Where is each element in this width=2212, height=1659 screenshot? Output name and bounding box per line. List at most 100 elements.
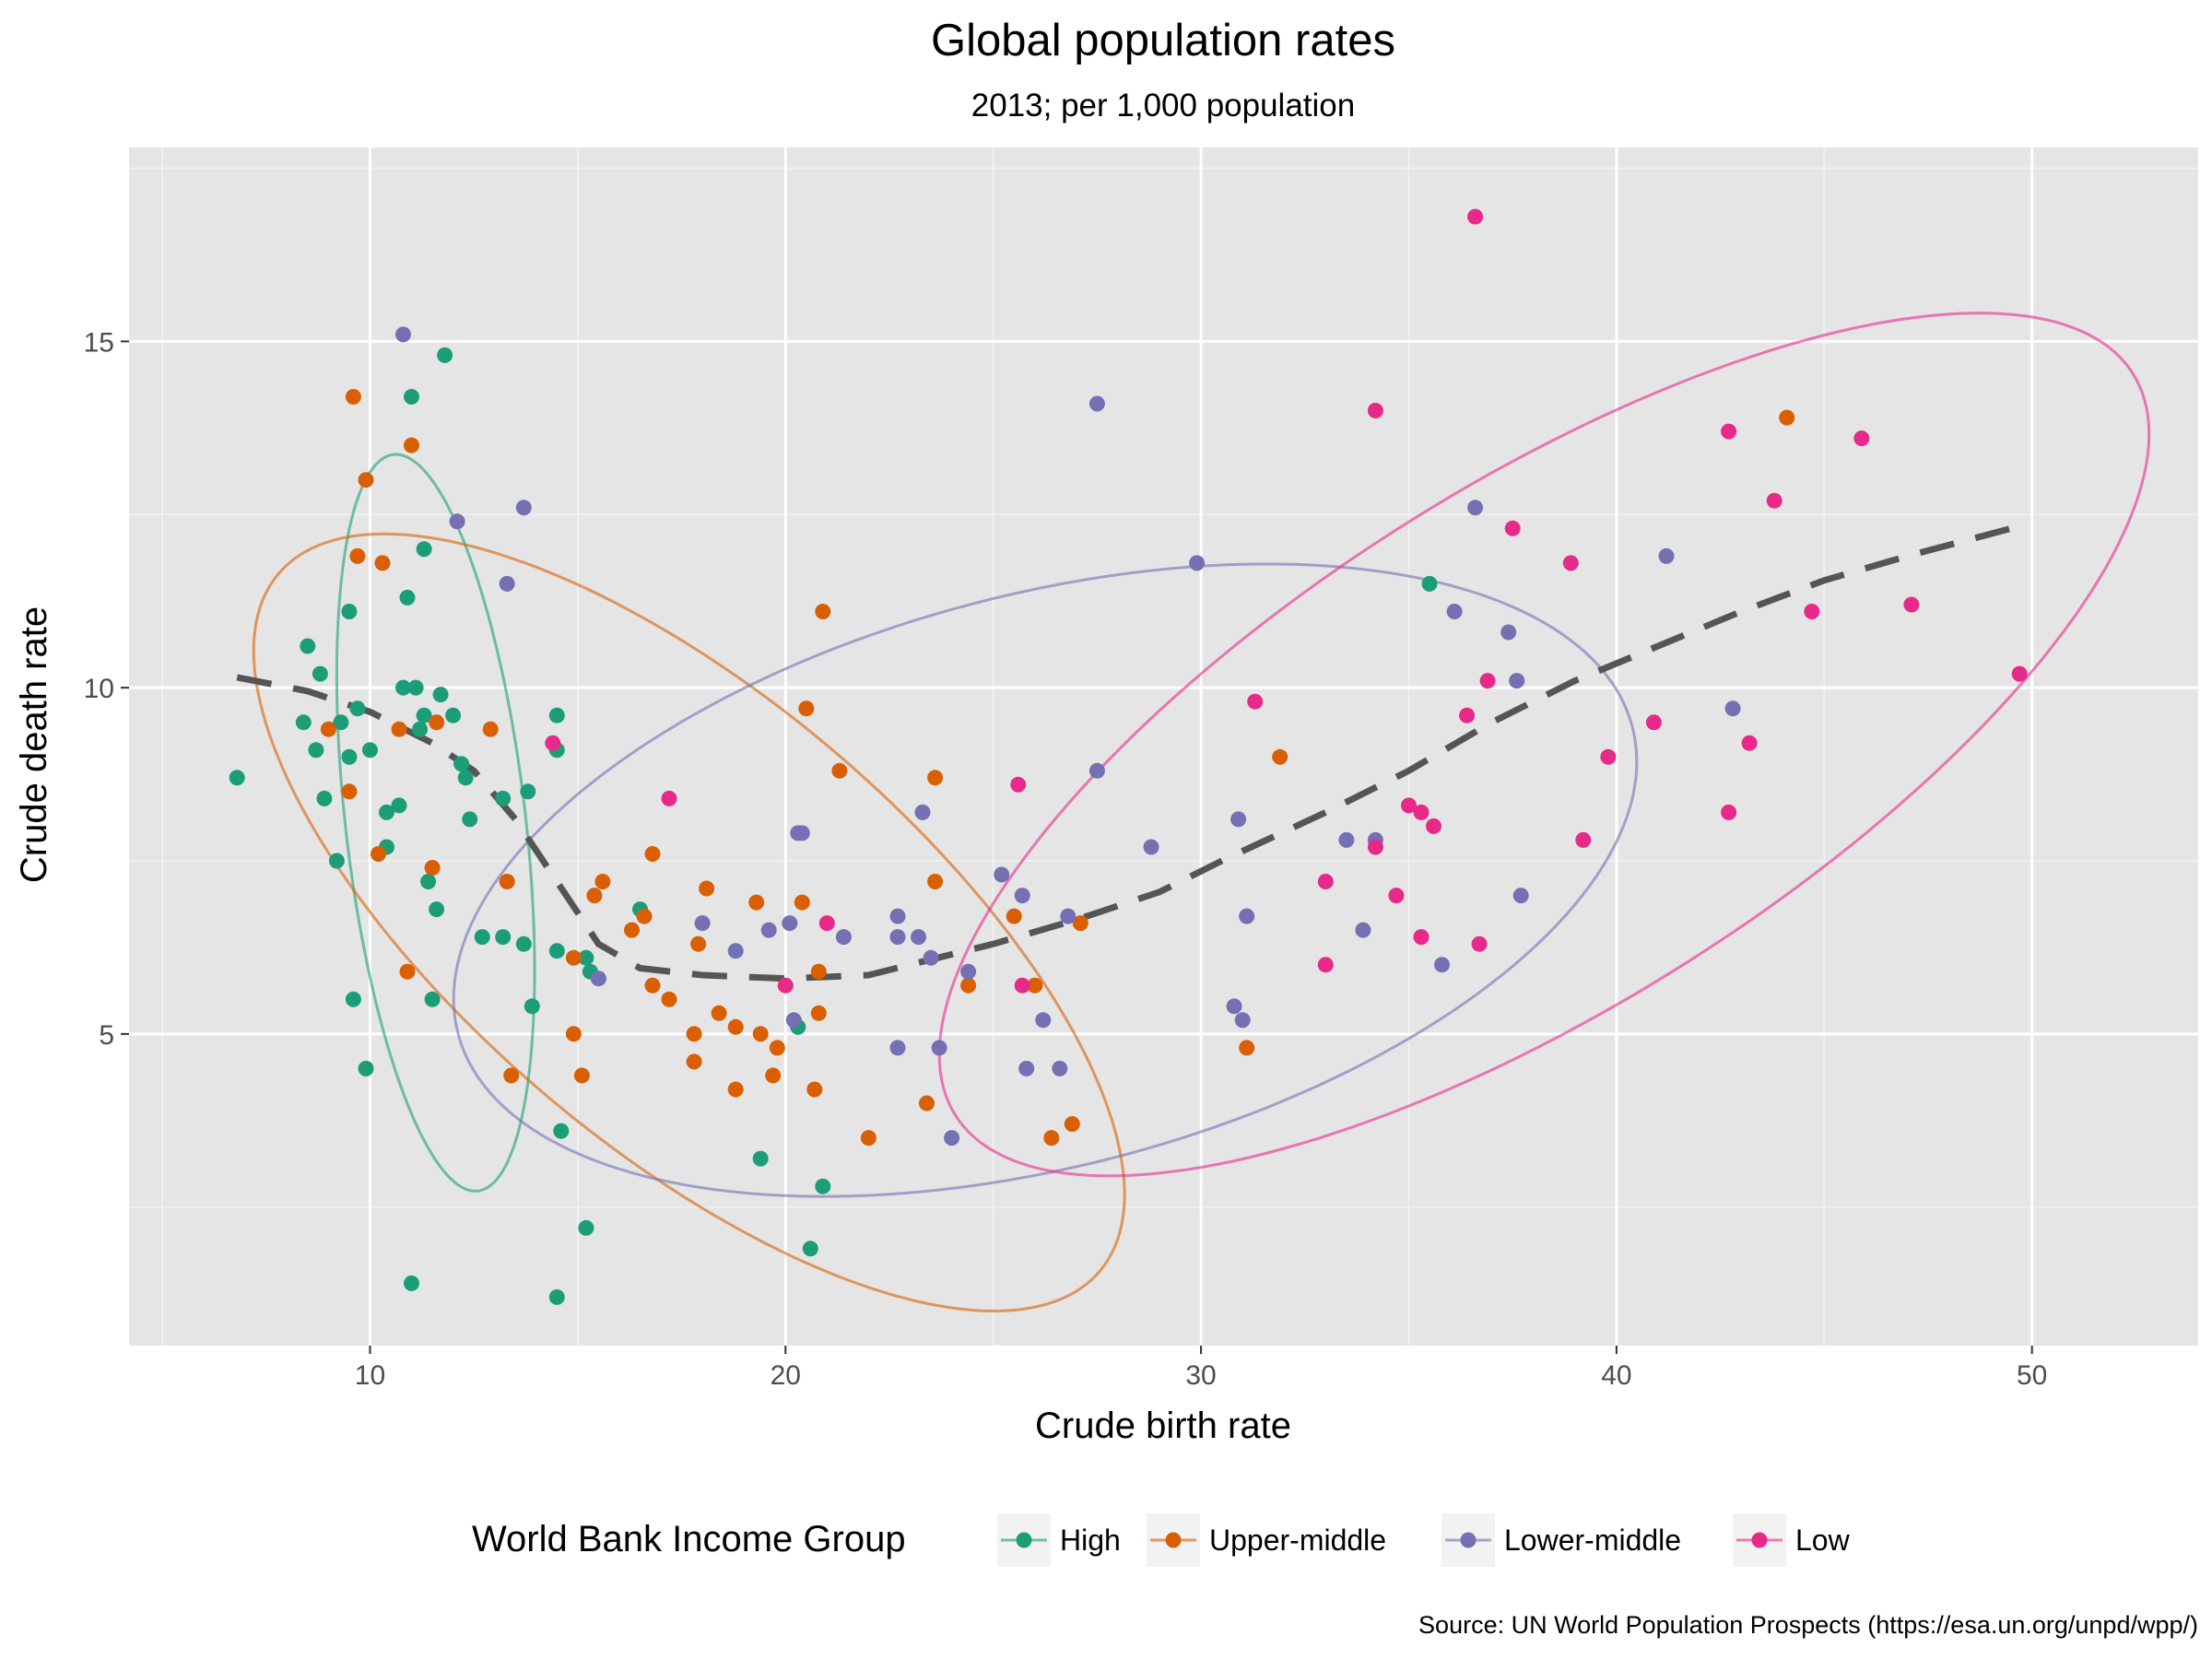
- point-low: [1317, 874, 1334, 889]
- point-upper-middle: [1072, 915, 1088, 932]
- point-lower-middle: [1143, 839, 1159, 855]
- point-lower-middle: [914, 804, 931, 820]
- point-high: [316, 790, 333, 806]
- point-lower-middle: [449, 513, 465, 530]
- point-high: [395, 679, 411, 696]
- point-lower-middle: [727, 943, 744, 959]
- point-upper-middle: [573, 1067, 590, 1084]
- point-high: [308, 742, 324, 759]
- y-tick-label: 15: [84, 327, 114, 358]
- point-lower-middle: [760, 922, 777, 938]
- point-upper-middle: [636, 908, 653, 924]
- ellipse-lower-middle: [452, 562, 1639, 1198]
- point-high: [548, 1288, 565, 1305]
- point-low: [545, 735, 561, 751]
- point-high: [412, 721, 429, 737]
- point-low: [1741, 735, 1758, 751]
- legend-key-point: [1165, 1532, 1182, 1548]
- point-high: [495, 790, 512, 806]
- point-low: [1367, 839, 1383, 855]
- point-low: [1014, 977, 1030, 994]
- point-lower-middle: [1234, 1012, 1251, 1029]
- point-upper-middle: [815, 604, 831, 619]
- point-lower-middle: [499, 575, 515, 592]
- x-tick-label: 10: [355, 1360, 385, 1391]
- point-upper-middle: [831, 762, 848, 779]
- chart-subtitle: 2013; per 1,000 population: [971, 88, 1355, 124]
- point-upper-middle: [424, 860, 441, 876]
- gridlines: [129, 147, 2198, 1346]
- point-lower-middle: [395, 326, 411, 343]
- point-lower-middle: [794, 825, 810, 841]
- point-lower-middle: [889, 929, 906, 946]
- point-lower-middle: [1434, 957, 1450, 973]
- point-lower-middle: [889, 908, 906, 924]
- point-low: [1804, 604, 1820, 619]
- point-low: [1471, 935, 1488, 952]
- point-low: [1413, 804, 1430, 820]
- point-lower-middle: [1658, 547, 1675, 564]
- point-low: [1721, 423, 1737, 440]
- point-lower-middle: [1226, 998, 1242, 1015]
- legend-item-low: Low: [1733, 1513, 1851, 1567]
- point-lower-middle: [960, 963, 977, 980]
- point-lower-middle: [944, 1130, 960, 1147]
- point-high: [815, 1178, 831, 1194]
- point-high: [445, 707, 462, 724]
- point-upper-middle: [1779, 409, 1795, 426]
- point-low: [1413, 929, 1430, 946]
- point-upper-middle: [727, 1081, 744, 1098]
- point-upper-middle: [503, 1067, 520, 1084]
- point-lower-middle: [1014, 888, 1030, 904]
- legend-label-low: Low: [1795, 1524, 1851, 1557]
- legend-title: World Bank Income Group: [472, 1519, 906, 1559]
- point-lower-middle: [1088, 762, 1105, 779]
- point-lower-middle: [782, 915, 798, 932]
- point-high: [424, 991, 441, 1007]
- point-upper-middle: [644, 977, 661, 994]
- point-high: [457, 770, 474, 786]
- point-lower-middle: [1724, 700, 1741, 717]
- point-high: [474, 929, 490, 946]
- plot-panel: [129, 147, 2198, 1346]
- point-upper-middle: [686, 1053, 702, 1070]
- point-low: [1388, 888, 1405, 904]
- point-upper-middle: [919, 1095, 935, 1112]
- point-low: [777, 977, 794, 994]
- point-upper-middle: [927, 874, 944, 889]
- point-upper-middle: [711, 1005, 727, 1021]
- point-high: [345, 991, 361, 1007]
- point-upper-middle: [565, 949, 582, 966]
- point-upper-middle: [798, 700, 815, 717]
- axes: 10 20 30 40 50 5 10 15: [84, 327, 2048, 1391]
- point-upper-middle: [586, 888, 603, 904]
- point-upper-middle: [810, 1005, 827, 1021]
- point-low: [1504, 520, 1521, 536]
- point-low: [1853, 430, 1870, 447]
- point-low: [1903, 596, 1920, 613]
- point-upper-middle: [661, 991, 677, 1007]
- point-upper-middle: [399, 963, 416, 980]
- point-high: [349, 700, 366, 717]
- point-lower-middle: [1035, 1012, 1052, 1029]
- point-upper-middle: [341, 783, 358, 800]
- point-upper-middle: [644, 846, 661, 862]
- legend-item-high: High: [997, 1513, 1121, 1567]
- point-high: [229, 770, 245, 786]
- point-high: [416, 541, 432, 558]
- point-upper-middle: [624, 922, 640, 938]
- point-low: [1459, 707, 1476, 724]
- point-upper-middle: [358, 472, 374, 488]
- point-low: [1247, 693, 1264, 710]
- legend-item-lower-middle: Lower-middle: [1441, 1513, 1681, 1567]
- point-upper-middle: [1006, 908, 1022, 924]
- chart-title: Global population rates: [931, 16, 1395, 65]
- point-high: [404, 389, 419, 405]
- point-lower-middle: [1446, 604, 1463, 619]
- point-upper-middle: [699, 880, 715, 897]
- point-high: [333, 714, 349, 731]
- point-high: [295, 714, 312, 731]
- point-lower-middle: [994, 866, 1010, 883]
- confidence-ellipses: [252, 312, 2151, 1312]
- point-high: [341, 604, 358, 619]
